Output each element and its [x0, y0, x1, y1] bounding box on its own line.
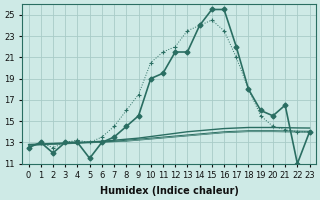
X-axis label: Humidex (Indice chaleur): Humidex (Indice chaleur): [100, 186, 238, 196]
